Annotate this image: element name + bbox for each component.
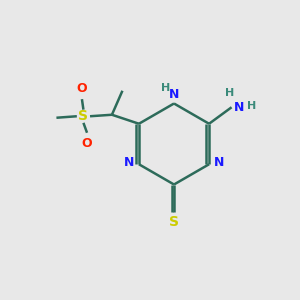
Text: H: H (161, 83, 170, 93)
Text: H: H (247, 101, 256, 111)
Text: N: N (169, 88, 179, 101)
Text: S: S (169, 215, 179, 229)
Text: H: H (225, 88, 235, 98)
Text: N: N (124, 156, 134, 169)
Text: N: N (214, 156, 224, 169)
Text: N: N (234, 101, 244, 114)
Text: S: S (78, 109, 88, 123)
Text: O: O (76, 82, 87, 95)
Text: O: O (82, 136, 92, 150)
